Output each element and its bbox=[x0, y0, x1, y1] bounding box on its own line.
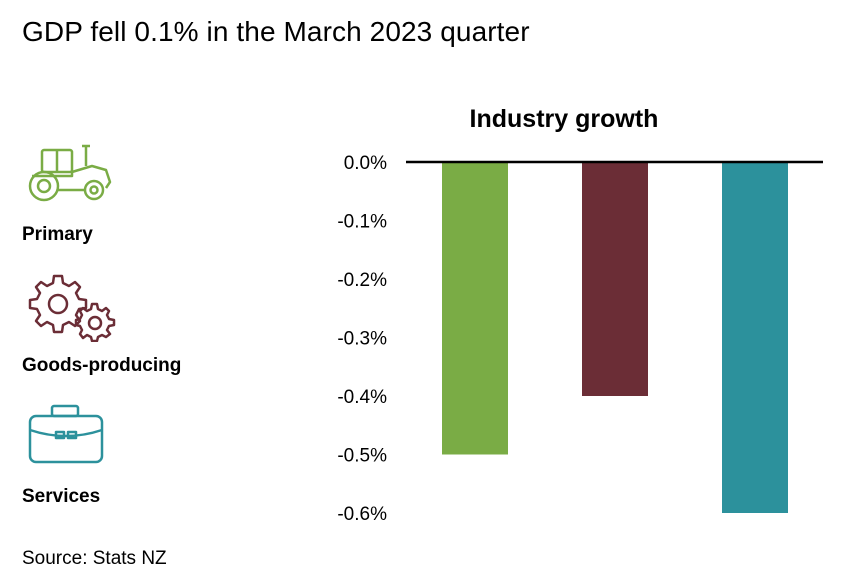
tractor-icon bbox=[28, 144, 112, 202]
bar-services bbox=[722, 162, 788, 513]
source-note: Source: Stats NZ bbox=[22, 548, 167, 569]
legend-label-goods-producing: Goods-producing bbox=[22, 355, 182, 376]
gears-icon bbox=[28, 274, 116, 342]
y-tick-label: -0.1% bbox=[337, 212, 387, 233]
y-tick-label: -0.5% bbox=[337, 446, 387, 467]
page-headline: GDP fell 0.1% in the March 2023 quarter bbox=[22, 16, 530, 47]
bar-goods-producing bbox=[582, 162, 648, 396]
y-tick-label: -0.2% bbox=[337, 270, 387, 291]
chart-title: Industry growth bbox=[470, 105, 659, 133]
y-tick-label: -0.3% bbox=[337, 329, 387, 350]
bar-primary bbox=[442, 162, 508, 455]
briefcase-icon bbox=[28, 404, 104, 464]
legend-label-primary: Primary bbox=[22, 224, 93, 245]
legend-label-services: Services bbox=[22, 486, 101, 507]
y-tick-label: 0.0% bbox=[344, 153, 387, 174]
y-tick-label: -0.4% bbox=[337, 387, 387, 408]
y-tick-label: -0.6% bbox=[337, 504, 387, 525]
